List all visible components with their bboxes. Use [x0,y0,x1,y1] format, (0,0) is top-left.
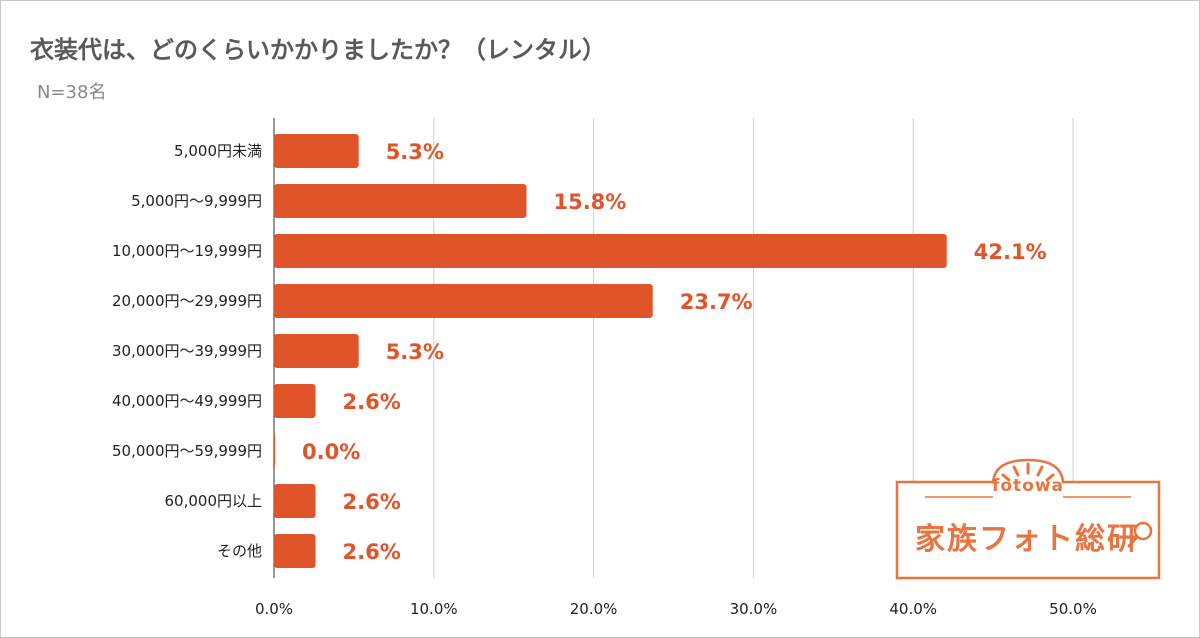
logo-name: 家族フォト総研 [915,522,1139,557]
category-label: 10,000円～19,999円 [112,242,262,260]
category-label: 5,000円～9,999円 [131,192,262,210]
chart-title: 衣装代は、どのくらいかかりましたか？（レンタル） [30,36,606,64]
x-tick-label: 10.0% [410,600,458,618]
bar [274,184,527,218]
data-label: 5.3% [386,340,444,364]
logo-frame [895,458,1161,580]
data-label: 2.6% [343,390,401,414]
category-label: 20,000円～29,999円 [112,292,262,310]
chart-subtitle: N=38名 [37,82,107,103]
bar [274,434,275,468]
category-label: 40,000円～49,999円 [112,392,262,410]
category-label: 5,000円未満 [174,142,262,160]
data-label: 42.1% [974,240,1047,264]
logo-graphic [895,458,1161,580]
x-tick-label: 40.0% [889,600,937,618]
category-label: 30,000円～39,999円 [112,342,262,360]
x-tick-label: 20.0% [570,600,618,618]
data-label: 23.7% [680,290,753,314]
x-tick-label: 30.0% [730,600,778,618]
data-label: 15.8% [553,190,626,214]
bar [274,534,316,568]
sun-rays-icon [1001,462,1055,482]
bar [274,384,316,418]
logo-brand: fotowa [991,476,1065,496]
bar [274,284,653,318]
magnifier-icon [1127,521,1153,548]
fotowa-logo: fotowa 家族フォト総研 [893,452,1163,582]
category-label: その他 [217,542,262,560]
x-tick-label: 0.0% [255,600,293,618]
bar [274,234,947,268]
data-label: 2.6% [343,490,401,514]
bar [274,134,359,168]
data-label: 0.0% [302,440,360,464]
category-label: 60,000円以上 [165,492,263,510]
data-label: 5.3% [386,140,444,164]
data-label: 2.6% [343,540,401,564]
bar [274,334,359,368]
bar [274,484,316,518]
category-label: 50,000円～59,999円 [112,442,262,460]
x-tick-label: 50.0% [1049,600,1097,618]
